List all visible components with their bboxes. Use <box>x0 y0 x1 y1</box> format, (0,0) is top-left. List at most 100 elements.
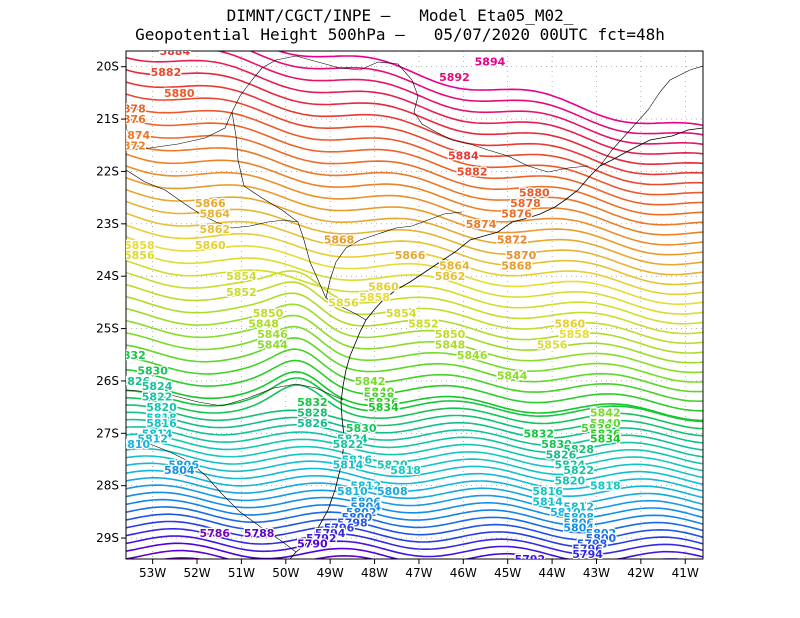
contour-label: 5798 <box>337 516 368 529</box>
contour-label: 5830 <box>137 364 168 377</box>
contour-5838 <box>126 348 703 402</box>
state-border <box>126 439 297 553</box>
contour-label: 5876 <box>501 207 532 220</box>
contour-5816 <box>126 447 703 479</box>
contour-label: 5850 <box>435 328 466 341</box>
contour-5870 <box>126 165 703 246</box>
contour-label: 5820 <box>146 401 177 414</box>
x-tick-label: 43W <box>583 566 610 580</box>
contour-label: 5862 <box>435 270 466 283</box>
contour-label: 5820 <box>555 474 586 487</box>
contour-label: 5844 <box>257 338 288 351</box>
contour-label: 5862 <box>199 223 230 236</box>
contour-label: 5822 <box>563 464 594 477</box>
contour-label: 5892 <box>439 71 470 84</box>
contour-label: 5882 <box>151 66 182 79</box>
contour-label: 5822 <box>142 391 173 404</box>
y-tick-label: 23S <box>96 217 119 231</box>
contour-5844 <box>126 314 703 374</box>
contour-label: 5842 <box>590 406 621 419</box>
x-tick-label: 45W <box>494 566 521 580</box>
contour-label: 5840 <box>590 417 621 430</box>
contour-label: 5838 <box>364 391 395 404</box>
contour-label: 5812 <box>563 501 594 514</box>
contour-label: 5818 <box>390 464 421 477</box>
contour-5832 <box>126 377 703 423</box>
contour-label: 5832 <box>115 349 146 362</box>
contour-5886 <box>126 69 703 165</box>
contour-label: 5826 <box>120 375 151 388</box>
contour-5848 <box>126 292 703 354</box>
contour-label: 5860 <box>555 317 586 330</box>
contour-5858 <box>126 236 703 305</box>
contour-label: 5870 <box>506 249 537 262</box>
contour-label: 5856 <box>124 249 155 262</box>
contour-label: 5836 <box>368 396 399 409</box>
contour-5798 <box>126 513 703 541</box>
contour-label: 5790 <box>297 537 328 550</box>
x-tick-label: 48W <box>361 566 388 580</box>
contour-label: 5854 <box>226 270 257 283</box>
state-border <box>231 111 367 321</box>
contour-label: 5800 <box>586 532 617 545</box>
contour-label: 5826 <box>297 417 328 430</box>
contour-label: 5880 <box>519 186 550 199</box>
contour-label: 5874 <box>466 218 497 231</box>
contour-label: 5814 <box>333 459 364 472</box>
x-tick-label: 46W <box>450 566 477 580</box>
contour-label: 5848 <box>435 338 466 351</box>
contour-5828 <box>126 404 703 437</box>
x-tick-label: 44W <box>539 566 566 580</box>
contour-label: 5814 <box>532 495 563 508</box>
contour-label: 5802 <box>346 506 377 519</box>
state-border <box>126 383 344 407</box>
contour-5818 <box>126 440 703 472</box>
coastline <box>289 127 703 559</box>
contour-label: 5860 <box>195 239 226 252</box>
x-axis: 53W 52W 51W 50W 49W 48W 47W 46W 45W 44W 43W 42W 41W <box>139 559 699 580</box>
contour-label: 5800 <box>341 511 372 524</box>
contour-label: 5848 <box>248 317 279 330</box>
contour-label: 5864 <box>199 207 230 220</box>
contour-label: 5816 <box>532 485 563 498</box>
contour-label: 5832 <box>523 427 554 440</box>
contour-5868 <box>126 176 703 256</box>
contour-5890 <box>215 51 703 146</box>
contour-label: 5860 <box>368 281 399 294</box>
contour-5892 <box>248 51 703 136</box>
contour-label: 5880 <box>164 87 195 100</box>
y-tick-label: 24S <box>96 269 119 283</box>
contour-label: 5846 <box>257 328 288 341</box>
y-tick-label: 21S <box>96 112 119 126</box>
contour-label: 5822 <box>333 438 364 451</box>
contour-label: 5864 <box>439 260 470 273</box>
contour-5840 <box>126 337 703 393</box>
contour-label: 5812 <box>350 480 381 493</box>
contour-5804 <box>126 491 703 519</box>
contour-label: 5826 <box>546 448 577 461</box>
contour-label: 5844 <box>497 370 528 383</box>
contour-label: 5868 <box>501 260 532 273</box>
contour-5808 <box>126 477 703 506</box>
x-tick-label: 42W <box>627 566 654 580</box>
contour-5878 <box>126 117 703 206</box>
contour-5794 <box>126 528 703 556</box>
contour-label: 5806 <box>350 495 381 508</box>
plot-frame <box>125 50 704 560</box>
contour-label: 5850 <box>253 307 284 320</box>
contour-5820 <box>126 433 703 465</box>
contour-label: 5812 <box>137 433 168 446</box>
contour-label: 5794 <box>572 548 603 561</box>
contour-label: 5828 <box>563 443 594 456</box>
contour-5888 <box>126 56 703 155</box>
contour-5884 <box>126 81 703 176</box>
contour-label: 5832 <box>297 396 328 409</box>
contour-5802 <box>126 498 703 527</box>
contour-label: 5874 <box>120 129 151 142</box>
contour-label: 5810 <box>550 506 581 519</box>
contour-label: 5878 <box>510 197 541 210</box>
contour-5796 <box>126 520 703 549</box>
contour-5830 <box>126 384 703 430</box>
contour-label: 5866 <box>195 197 226 210</box>
contour-5814 <box>126 455 703 485</box>
